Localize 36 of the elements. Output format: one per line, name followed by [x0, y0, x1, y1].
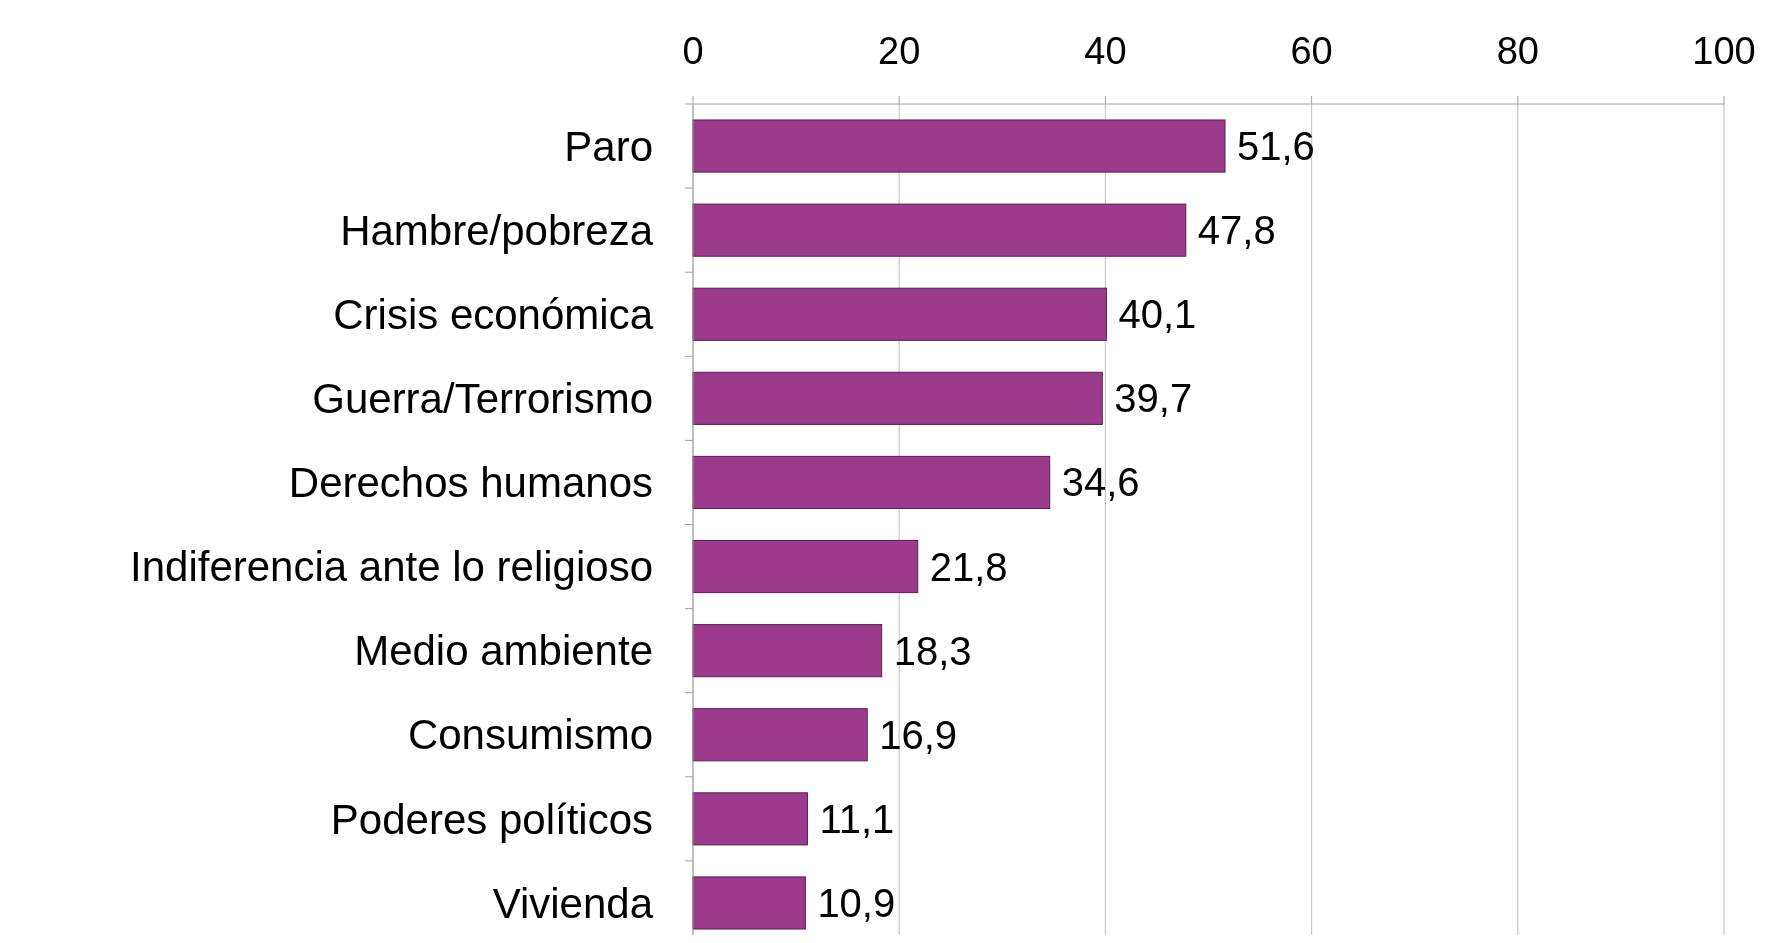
data-label: 40,1	[1118, 292, 1197, 337]
x-tick-label: 40	[1084, 30, 1127, 72]
bar	[692, 708, 868, 762]
y-tick-label: Hambre/pobreza	[340, 206, 654, 254]
data-label: 18,3	[893, 628, 972, 673]
y-tick-label: Derechos humanos	[288, 459, 653, 507]
y-tick-label: Paro	[564, 122, 653, 170]
y-tick-label: Vivienda	[492, 879, 654, 927]
bar	[692, 371, 1103, 425]
x-tick-label: 60	[1290, 30, 1333, 72]
y-tick-label: Poderes políticos	[330, 795, 653, 843]
data-label: 47,8	[1197, 208, 1276, 253]
y-tick-label: Crisis económica	[333, 290, 654, 338]
y-tick-label: Guerra/Terrorismo	[312, 375, 653, 423]
bar	[692, 455, 1051, 510]
bar	[692, 203, 1187, 257]
y-tick-label: Medio ambiente	[354, 627, 653, 675]
data-label: 11,1	[819, 796, 895, 841]
data-label: 21,8	[929, 544, 1008, 589]
x-tick-label: 80	[1496, 30, 1539, 72]
bar	[692, 876, 806, 930]
bar	[692, 792, 808, 846]
y-tick-label: Indiferencia ante lo religioso	[130, 543, 653, 591]
bar	[692, 624, 883, 678]
y-tick-label: Consumismo	[407, 711, 653, 759]
data-label: 34,6	[1061, 460, 1140, 505]
data-label: 16,9	[879, 712, 958, 757]
x-tick-label: 100	[1692, 30, 1756, 72]
bar	[692, 539, 919, 594]
data-label: 51,6	[1237, 124, 1315, 169]
bar	[692, 119, 1226, 173]
x-tick-label: 0	[682, 30, 704, 72]
x-tick-label: 20	[878, 30, 921, 72]
data-label: 10,9	[817, 880, 896, 925]
data-label: 39,7	[1114, 376, 1193, 421]
bar	[692, 287, 1107, 341]
